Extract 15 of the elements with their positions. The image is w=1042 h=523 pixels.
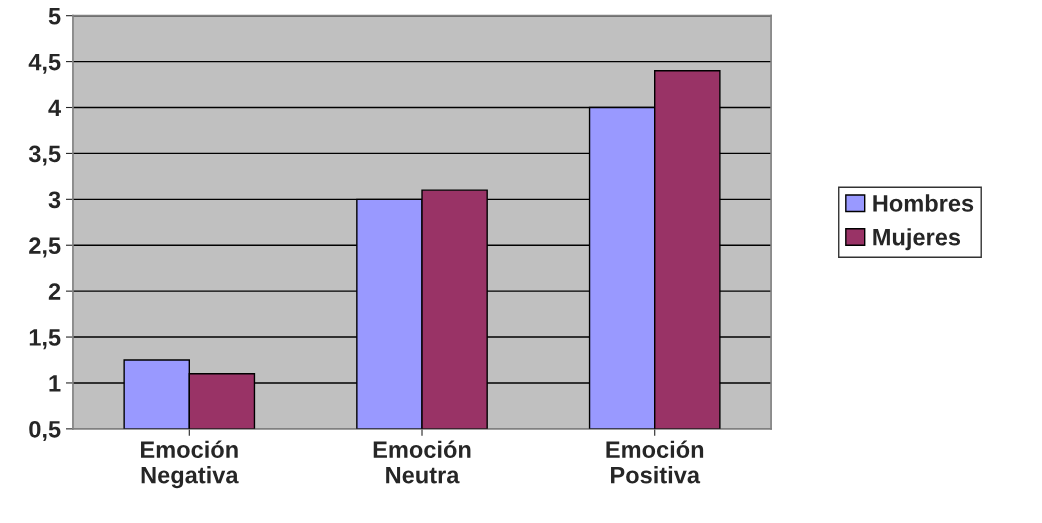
y-tick-label: 3,5 xyxy=(28,145,61,166)
y-tick-label: 4,5 xyxy=(28,53,61,74)
x-tick-label: Emoción Negativa xyxy=(141,440,239,489)
y-tick-label: 2 xyxy=(48,283,61,300)
y-tick-label: 2,5 xyxy=(29,237,61,258)
y-tick-label: 3 xyxy=(48,191,61,209)
y-tick-label: 1,5 xyxy=(29,329,61,350)
y-tick-label: 1 xyxy=(49,375,61,392)
legend-label: Mujeres xyxy=(873,228,961,251)
y-tick-label: 0,5 xyxy=(29,420,61,442)
x-tick-label: Emoción Positiva xyxy=(606,440,704,484)
y-tick-label: 5 xyxy=(48,8,61,25)
x-tick-label: Emoción Neutra xyxy=(373,440,471,484)
y-tick-label: 4 xyxy=(48,99,62,117)
legend-label: Hombres xyxy=(873,194,974,212)
